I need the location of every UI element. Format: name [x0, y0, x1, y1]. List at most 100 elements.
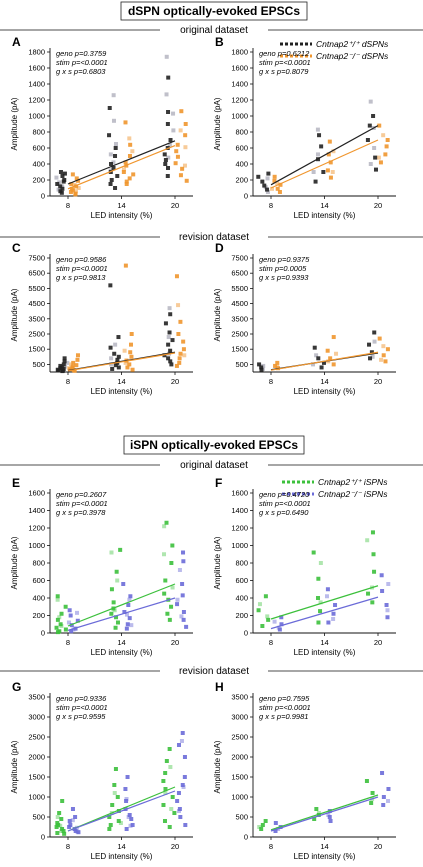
fit-line-wt: [270, 125, 379, 186]
data-point-wt-light: [162, 524, 167, 529]
data-point-wt: [58, 366, 63, 371]
data-point-wt: [368, 356, 373, 361]
data-point-ko: [175, 154, 180, 159]
x-tick-label: 14: [117, 201, 125, 210]
data-point-ko: [74, 363, 79, 368]
data-point-ko: [380, 589, 385, 593]
data-point-ko-light: [121, 167, 126, 172]
data-point-ko-light: [386, 582, 391, 586]
data-point-wt: [108, 182, 113, 186]
y-tick-label: 1000: [28, 793, 45, 802]
data-point-wt: [161, 803, 166, 807]
data-point-ko-light: [129, 623, 134, 628]
y-axis-title: Amplitude (pA): [213, 740, 222, 793]
data-point-ko-light: [183, 145, 188, 150]
data-point-wt: [314, 807, 319, 811]
data-point-wt: [169, 561, 174, 565]
data-point-wt: [167, 617, 172, 622]
x-tick-label: 20: [374, 377, 382, 386]
data-point-ko: [121, 170, 126, 174]
data-point-ko-light: [175, 597, 180, 602]
data-point-ko: [177, 360, 182, 365]
x-tick-label: 20: [171, 638, 179, 647]
data-point-wt: [109, 587, 114, 592]
y-tick-label: 600: [235, 576, 248, 585]
data-point-ko: [272, 178, 277, 183]
fit-line-ko: [67, 790, 176, 832]
data-point-ko: [70, 172, 75, 177]
section-box-ispn: [123, 435, 305, 455]
y-tick-label: 500: [235, 813, 248, 822]
data-point-wt-light: [167, 142, 172, 147]
data-point-wt-light: [318, 600, 323, 605]
data-point-wt: [113, 146, 118, 150]
data-point-wt: [312, 345, 317, 350]
data-point-wt: [108, 345, 113, 350]
legend-dspn-ko-label: Cntnap2⁻/⁻ dSPNs: [316, 51, 389, 61]
dataset-label-i-revision: revision dataset: [179, 666, 249, 677]
stat-line: stim p=<0.0001: [56, 264, 108, 273]
y-tick-label: 4500: [231, 299, 248, 308]
y-tick-label: 200: [32, 176, 45, 185]
data-point-wt: [164, 520, 169, 525]
data-point-wt: [59, 817, 64, 821]
stat-line: g x s p=0.9981: [259, 712, 308, 721]
y-tick-label: 600: [32, 144, 45, 153]
data-point-ko: [121, 582, 126, 586]
stat-line: g x s p=0.9595: [56, 712, 106, 721]
fit-line-ko: [270, 139, 379, 189]
y-tick-label: 400: [32, 160, 45, 169]
stat-line: stim p=<0.0001: [259, 703, 311, 712]
data-point-ko: [325, 587, 330, 592]
fit-line-wt: [67, 140, 176, 185]
x-tick-label: 20: [374, 638, 382, 647]
data-point-ko: [131, 172, 136, 177]
data-point-wt: [55, 831, 60, 835]
data-point-ko: [68, 367, 73, 372]
data-point-wt: [107, 827, 112, 831]
y-tick-label: 2500: [231, 733, 248, 742]
data-point-ko: [273, 363, 278, 368]
data-point-ko: [127, 176, 132, 181]
data-point-wt-light: [115, 578, 120, 583]
data-point-ko: [178, 173, 183, 178]
data-point-wt: [164, 759, 169, 763]
panel-b: B 0 200 400 600 800 1000 1200 1400 1600 1800 8 14 20 L…: [213, 35, 396, 220]
data-point-wt-light: [265, 176, 270, 181]
y-tick-label: 1500: [28, 345, 45, 354]
data-point-ko-light: [179, 614, 184, 619]
data-point-wt: [113, 767, 118, 771]
data-point-ko: [69, 182, 74, 186]
data-point-ko: [179, 109, 184, 114]
x-tick-label: 14: [117, 377, 125, 386]
data-point-ko: [174, 274, 179, 279]
data-point-ko-light: [123, 360, 128, 365]
y-tick-label: 1500: [231, 773, 248, 782]
data-point-ko: [127, 813, 132, 817]
x-tick-label: 14: [117, 842, 125, 851]
data-point-ko: [328, 356, 333, 361]
data-point-wt-light: [265, 190, 270, 194]
stat-line: stim p=<0.0001: [259, 58, 311, 67]
data-point-wt: [116, 335, 121, 340]
data-point-ko-light: [272, 619, 277, 624]
data-point-wt: [166, 166, 171, 170]
data-point-ko-light: [130, 149, 135, 154]
data-point-wt: [168, 348, 173, 353]
data-point-ko-light: [70, 818, 75, 823]
data-point-wt: [109, 611, 114, 616]
data-point-ko-light: [75, 610, 80, 615]
y-tick-label: 1200: [28, 524, 45, 533]
data-point-ko: [127, 362, 132, 367]
y-tick-label: 500: [32, 360, 45, 369]
data-point-ko: [181, 559, 186, 564]
data-point-ko: [129, 817, 134, 821]
stat-line: geno p=0.2607: [56, 490, 107, 499]
y-axis-title: Amplitude (pA): [10, 288, 19, 341]
data-point-wt: [55, 617, 60, 622]
data-point-ko-light: [66, 620, 71, 625]
legend-dspn-wt-label: Cntnap2⁺/⁺ dSPNs: [316, 39, 389, 49]
panel-h: H 0 500 1000 1500 2000 2500 3000 3500 8 14 20 LED in…: [213, 680, 396, 861]
data-point-wt: [57, 811, 62, 815]
data-point-wt: [60, 799, 65, 803]
